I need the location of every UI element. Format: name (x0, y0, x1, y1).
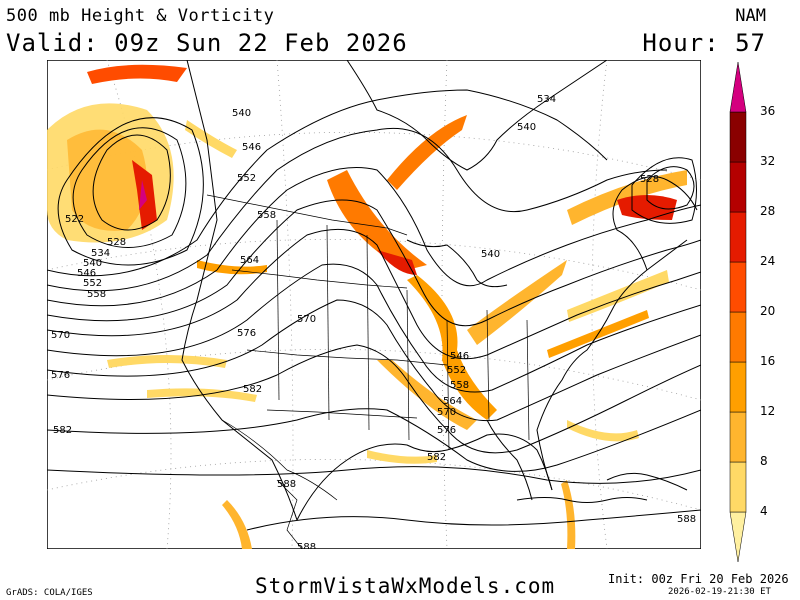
contour-label: 534 (537, 94, 556, 105)
contour-label: 546 (450, 351, 469, 362)
colorbar-tick-label: 4 (760, 504, 768, 518)
contour-label: 552 (447, 365, 466, 376)
contour-label: 558 (87, 289, 106, 300)
contour-label: 558 (450, 380, 469, 391)
grads-credit: GrADS: COLA/IGES (6, 588, 93, 598)
colorbar-tick-label: 16 (760, 354, 776, 368)
contour-label: 528 (640, 174, 659, 185)
contour-label: 576 (51, 370, 70, 381)
contour-label: 582 (243, 384, 262, 395)
colorbar-segment (729, 361, 747, 413)
colorbar-segments (729, 61, 747, 563)
colorbar-tick-label: 36 (760, 104, 776, 118)
colorbar-segment (729, 261, 747, 313)
contour-label: 546 (242, 142, 261, 153)
contour-label: 528 (107, 237, 126, 248)
contour-label: 546 (77, 268, 96, 279)
contour-label: 564 (443, 396, 462, 407)
coastlines (181, 60, 698, 521)
contour-label: 552 (237, 173, 256, 184)
colorbar-segment (729, 61, 747, 113)
contour-label: 570 (297, 314, 316, 325)
colorbar-segment (729, 111, 747, 163)
contour-label: 558 (257, 210, 276, 221)
colorbar-tick-label: 8 (760, 454, 768, 468)
contour-label: 582 (427, 452, 446, 463)
contour-label: 540 (232, 108, 251, 119)
colorbar-segment (729, 161, 747, 213)
valid-time: Valid: 09z Sun 22 Feb 2026 (6, 29, 408, 57)
contour-label: 540 (517, 122, 536, 133)
colorbar-tick-label: 20 (760, 304, 776, 318)
colorbar-tick-label: 32 (760, 154, 776, 168)
colorbar-segment (729, 411, 747, 463)
contour-label: 540 (481, 249, 500, 260)
colorbar-tick-label: 12 (760, 404, 776, 418)
map-panel: 540 546 552 558 564 540 534 540 528 522 … (47, 60, 701, 549)
contour-label: 540 (83, 258, 102, 269)
forecast-hour: Hour: 57 (642, 29, 766, 57)
contour-label: 588 (297, 542, 316, 549)
colorbar-segment (729, 511, 747, 563)
contour-label: 564 (240, 255, 259, 266)
generated-time: 2026-02-19-21:30 ET (668, 587, 771, 597)
contour-label: 570 (437, 407, 456, 418)
contour-label: 582 (53, 425, 72, 436)
model-name: NAM (735, 6, 766, 26)
height-contours (47, 89, 701, 531)
colorbar-segment (729, 461, 747, 513)
colorbar-tick-label: 28 (760, 204, 776, 218)
colorbar-tick-label: 24 (760, 254, 776, 268)
contour-label: 570 (51, 330, 70, 341)
init-time: Init: 00z Fri 20 Feb 2026 (608, 572, 789, 586)
colorbar-segment (729, 211, 747, 263)
contour-label: 534 (91, 248, 110, 259)
contour-label: 522 (65, 214, 84, 225)
colorbar (724, 61, 794, 572)
map-title: 500 mb Height & Vorticity (6, 6, 275, 26)
contour-label: 588 (277, 479, 296, 490)
colorbar-segment (729, 311, 747, 363)
site-name: StormVistaWxModels.com (255, 574, 556, 598)
contour-labels: 540 546 552 558 564 540 534 540 528 522 … (51, 94, 696, 549)
contour-label: 576 (437, 425, 456, 436)
vorticity-shading (47, 64, 687, 549)
contour-label: 576 (237, 328, 256, 339)
contour-label: 552 (83, 278, 102, 289)
contour-label: 588 (677, 514, 696, 525)
